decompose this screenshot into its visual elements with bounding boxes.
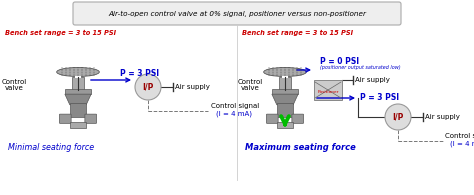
Text: Air-to-open control valve at 0% signal, positioner versus non-positioner: Air-to-open control valve at 0% signal, … <box>108 11 366 17</box>
Polygon shape <box>72 77 84 90</box>
Text: I/P: I/P <box>392 113 404 121</box>
FancyBboxPatch shape <box>272 89 298 94</box>
Text: Air supply: Air supply <box>175 84 210 90</box>
FancyBboxPatch shape <box>314 80 342 100</box>
Text: I/P: I/P <box>142 82 154 91</box>
Text: P = 3 PSI: P = 3 PSI <box>360 93 399 103</box>
Text: Control: Control <box>1 79 27 85</box>
Text: Bench set range = 3 to 15 PSI: Bench set range = 3 to 15 PSI <box>5 30 116 36</box>
Polygon shape <box>272 94 298 105</box>
Ellipse shape <box>135 74 161 100</box>
Ellipse shape <box>57 67 100 76</box>
Text: (I = 4 mA): (I = 4 mA) <box>450 141 474 147</box>
FancyBboxPatch shape <box>292 114 303 123</box>
Text: Air supply: Air supply <box>425 114 460 120</box>
FancyBboxPatch shape <box>266 114 278 123</box>
Ellipse shape <box>264 67 306 76</box>
Text: Control signal: Control signal <box>445 133 474 139</box>
Text: Air supply: Air supply <box>355 77 390 83</box>
Polygon shape <box>65 94 91 105</box>
Text: Control: Control <box>237 79 263 85</box>
Text: (I = 4 mA): (I = 4 mA) <box>216 111 252 117</box>
Text: P = 3 PSI: P = 3 PSI <box>120 69 160 79</box>
Text: Maximum seating force: Maximum seating force <box>245 143 356 152</box>
Text: Minimal seating force: Minimal seating force <box>8 143 94 152</box>
FancyBboxPatch shape <box>70 103 86 117</box>
Ellipse shape <box>385 104 411 130</box>
FancyBboxPatch shape <box>277 122 293 128</box>
Text: Bench set range = 3 to 15 PSI: Bench set range = 3 to 15 PSI <box>242 30 353 36</box>
FancyBboxPatch shape <box>65 89 91 94</box>
FancyBboxPatch shape <box>59 114 71 123</box>
FancyBboxPatch shape <box>277 103 293 117</box>
Text: valve: valve <box>5 85 23 91</box>
Text: P = 0 PSI: P = 0 PSI <box>320 58 359 66</box>
Text: (positioner output saturated low): (positioner output saturated low) <box>320 66 401 71</box>
Text: valve: valve <box>241 85 259 91</box>
FancyBboxPatch shape <box>70 122 86 128</box>
FancyBboxPatch shape <box>73 2 401 25</box>
Text: Positioner: Positioner <box>317 90 339 94</box>
FancyBboxPatch shape <box>85 114 97 123</box>
Text: Control signal: Control signal <box>211 103 259 109</box>
Polygon shape <box>279 77 291 90</box>
